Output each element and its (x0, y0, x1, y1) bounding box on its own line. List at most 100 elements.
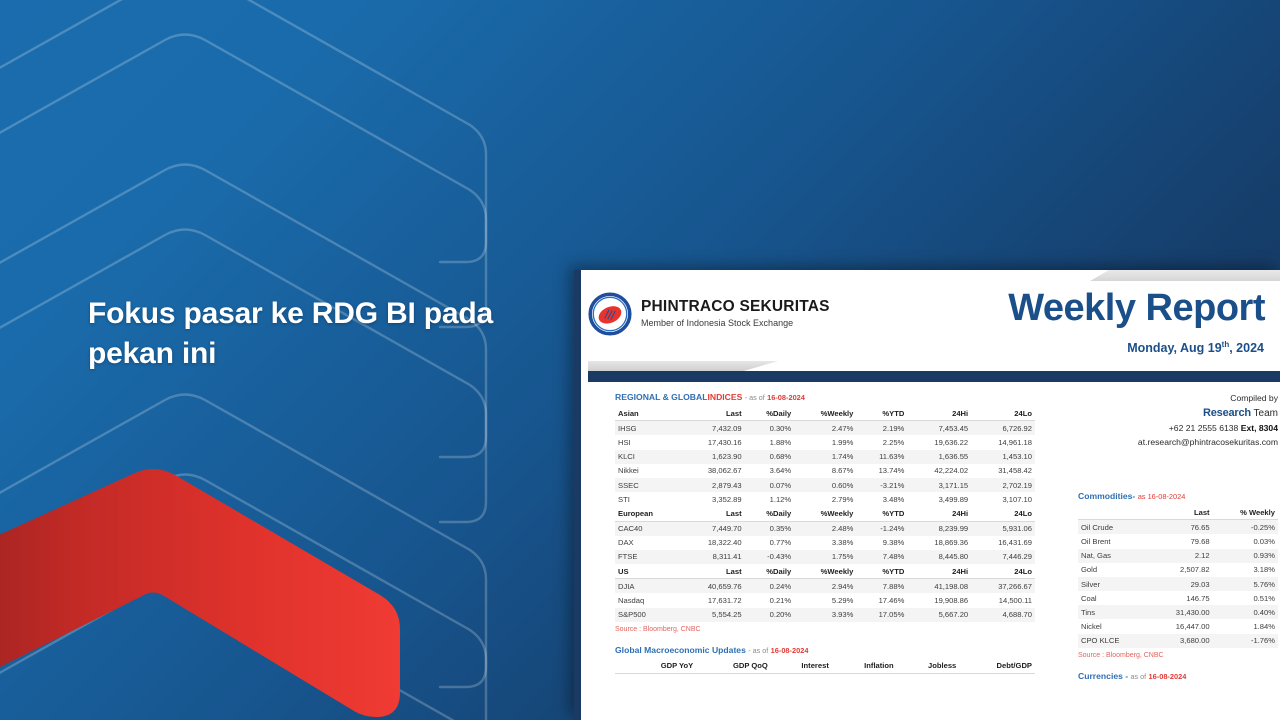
table-row: CPO KLCE 3,680.00 -1.76% (1078, 633, 1278, 648)
compiled-phone: +62 21 2555 6138 Ext, 8304 (1168, 423, 1278, 434)
table-cell: 0.40% (1212, 605, 1278, 620)
document-header: PHINTRACO SEKURITAS Member of Indonesia … (581, 270, 1280, 371)
table-cell: 7,449.70 (680, 521, 745, 536)
table-row: STI 3,352.89 1.12% 2.79% 3.48% 3,499.89 3,107.… (615, 492, 1035, 506)
table-cell: -1.76% (1212, 633, 1278, 648)
table-cell: 18,869.36 (934, 538, 969, 548)
table-cell: KLCI (615, 449, 681, 464)
table-cell: 2.25% (882, 437, 905, 447)
table-row: HSI 17,430.16 1.88% 1.99% 2.25% 19,636.22 14,9… (615, 435, 1035, 449)
table-header-row: European Last %Daily %Weekly %YTD 24Hi 24Lo (615, 506, 1035, 522)
table-cell: 17,631.72 (707, 596, 742, 606)
table-cell: 1,453.10 (971, 449, 1035, 464)
table-cell: Silver (1078, 576, 1149, 592)
table-cell: 1.75% (794, 549, 857, 565)
table-cell: 0.93% (1212, 548, 1278, 563)
table-row: Nikkei 38,062.67 3.64% 8.67% 13.74% 42,224.02… (615, 464, 1035, 478)
table-cell: 29.03 (1148, 576, 1213, 592)
table-cell: 2,879.43 (680, 477, 745, 493)
table-cell: 8,311.41 (680, 549, 745, 565)
table-cell: 79.68 (1190, 536, 1210, 546)
indices-source: Source : Bloomberg, CNBC (615, 625, 701, 633)
brand-lockup: PHINTRACO SEKURITAS Member of Indonesia … (588, 292, 830, 336)
table-cell: 1.74% (794, 449, 857, 464)
table-cell: 31,430.00 (1148, 605, 1213, 620)
weekly-report-document[interactable]: PHINTRACO SEKURITAS Member of Indonesia … (574, 270, 1280, 720)
table-cell: 5,554.25 (680, 607, 745, 622)
table-cell: Last (680, 506, 745, 522)
table-cell: 3,171.15 (907, 477, 972, 493)
compiled-email[interactable]: at.research@phintracosekuritas.com (1137, 436, 1278, 447)
table-cell (1078, 504, 1149, 521)
table-cell: Nickel (1081, 622, 1102, 632)
table-cell: GDP QoQ (696, 658, 771, 674)
header-grey-strip-left (588, 361, 778, 371)
table-cell: Coal (1081, 593, 1097, 603)
table-cell: 0.77% (769, 538, 792, 548)
table-cell: %Daily (744, 406, 795, 422)
table-cell: 5.29% (831, 596, 854, 606)
table-cell: CAC40 (615, 521, 681, 536)
commodities-section-title: Commodities- as 16-08-2024 (1078, 490, 1186, 501)
table-cell: 1,623.90 (680, 449, 745, 464)
table-cell: 24Lo (971, 564, 1035, 580)
table-cell: 8,239.99 (907, 521, 972, 536)
table-cell: STI (618, 494, 630, 504)
table-row: Nasdaq 17,631.72 0.21% 5.29% 17.46% 19,908.86… (615, 593, 1035, 607)
table-cell: -0.43% (744, 549, 795, 565)
table-cell: US (615, 564, 681, 580)
commodities-source: Source : Bloomberg, CNBC (1078, 651, 1164, 659)
table-cell: 2,702.19 (971, 477, 1035, 493)
phintraco-logo-icon (588, 292, 632, 336)
red-chevron-graphic (0, 469, 400, 717)
table-cell: 3.93% (794, 607, 857, 622)
table-cell: 13.74% (878, 466, 905, 476)
compiled-label: Compiled by (1230, 393, 1278, 403)
table-cell: 3,499.89 (938, 494, 969, 504)
table-cell: 5,931.06 (971, 521, 1035, 536)
table-cell: 7,446.29 (971, 549, 1035, 565)
table-cell: 5,667.20 (907, 607, 972, 622)
table-cell: DAX (618, 538, 634, 548)
table-cell: Asian (615, 406, 681, 422)
table-cell: -3.21% (856, 477, 908, 493)
table-cell: 6,726.92 (971, 420, 1035, 436)
table-cell: Oil Brent (1081, 536, 1111, 546)
table-cell: FTSE (615, 549, 681, 565)
table-cell: Gold (1081, 565, 1098, 575)
table-cell: 1.99% (831, 437, 854, 447)
macro-section-title: Global Macroeconomic Updates - as of 16-… (615, 644, 809, 655)
table-cell: 16,431.69 (998, 538, 1032, 548)
table-cell: 41,198.08 (907, 578, 972, 594)
macro-table: GDP YoY GDP QoQ Interest Inflation Jobless De… (615, 658, 1035, 674)
table-cell: SSEC (615, 477, 681, 493)
indices-section: REGIONAL & GLOBALINDICES - as of 16-08-2… (615, 392, 1035, 674)
table-cell: 3.18% (1253, 565, 1275, 575)
table-cell: Last (680, 564, 745, 580)
table-cell: 3,107.10 (1002, 494, 1032, 504)
report-date: Monday, Aug 19th, 2024 (1127, 340, 1264, 356)
table-cell: Jobless (896, 658, 960, 674)
table-cell: 11.63% (856, 449, 908, 464)
table-cell: 0.07% (744, 477, 795, 493)
table-cell: Debt/GDP (959, 658, 1035, 674)
table-cell: 4,688.70 (971, 607, 1035, 622)
report-title: Weekly Report (1008, 287, 1265, 329)
currencies-section-title: Currencies - as of 16-08-2024 (1078, 670, 1187, 681)
table-cell: %Weekly (794, 506, 857, 522)
table-cell: 0.35% (744, 521, 795, 536)
table-row: DAX 18,322.40 0.77% 3.38% 9.38% 18,869.36 16,4… (615, 536, 1035, 550)
table-cell: 0.24% (744, 578, 795, 594)
table-cell: 17,430.16 (707, 437, 742, 447)
table-header-row: Asian Last %Daily %Weekly %YTD 24Hi 24Lo (615, 406, 1035, 422)
table-cell: 3.64% (769, 466, 792, 476)
table-row: DJIA 40,659.76 0.24% 2.94% 7.88% 41,198.08 37,… (615, 578, 1035, 594)
table-cell: 24Lo (971, 506, 1035, 522)
indices-table: Asian Last %Daily %Weekly %YTD 24Hi 24Lo IHSG 7,… (615, 406, 1035, 622)
table-cell: 0.03% (1253, 536, 1275, 546)
table-cell: HSI (618, 437, 631, 447)
page-title: Fokus pasar ke RDG BI pada pekan ini (88, 297, 493, 370)
table-cell: 2,507.82 (1180, 565, 1210, 575)
table-cell: 76.65 (1148, 519, 1213, 535)
table-cell: 1.84% (1253, 622, 1275, 632)
